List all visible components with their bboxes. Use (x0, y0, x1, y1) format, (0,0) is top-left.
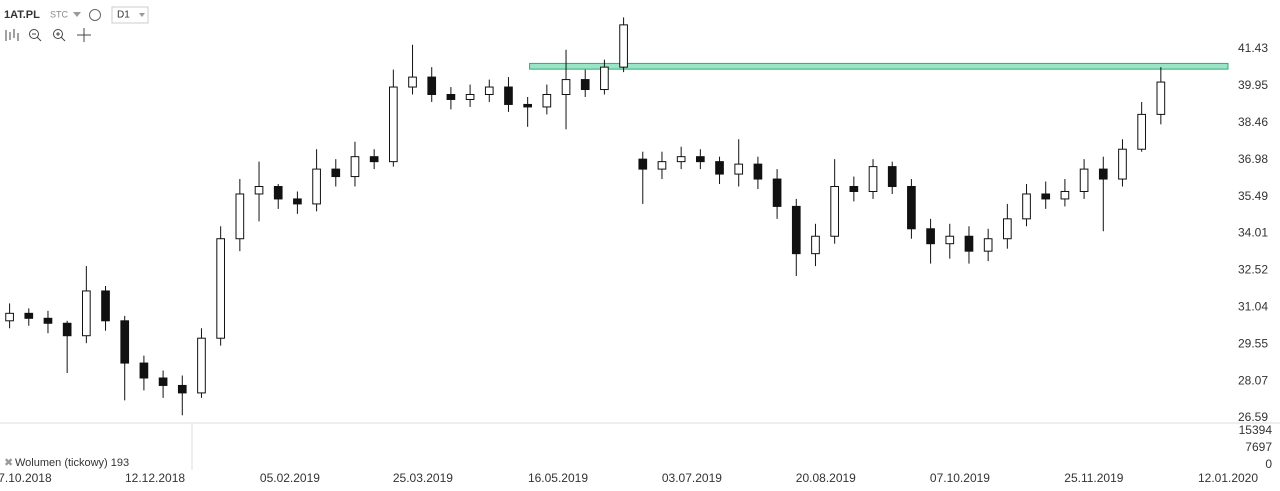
candle-body (1137, 113, 1146, 150)
resistance-zone (529, 62, 1229, 70)
candle-body (62, 322, 72, 337)
x-tick-label: 12.12.2018 (125, 471, 185, 485)
mode[interactable]: STC (50, 9, 69, 19)
interval[interactable]: D1 (117, 10, 130, 21)
candle-body (5, 312, 14, 322)
candle-body (926, 228, 935, 245)
candle-body (561, 79, 571, 95)
candle-body (638, 158, 648, 170)
candle-body (389, 86, 398, 163)
candle-body (600, 66, 609, 91)
candle-body (1156, 81, 1166, 115)
candle-body (158, 377, 168, 386)
candle-body (446, 93, 456, 100)
x-tick-label: 16.05.2019 (528, 471, 588, 485)
candle-body (1098, 168, 1108, 180)
candle-body (696, 156, 705, 163)
candle-body (1060, 190, 1070, 200)
dropdown[interactable] (139, 13, 145, 17)
volume-tick-label: 0 (1265, 457, 1272, 471)
candle-body (1003, 218, 1012, 240)
x-tick-label: 7.10.2018 (0, 471, 52, 485)
candle-body (715, 161, 724, 175)
y-tick-label: 31.04 (1238, 300, 1268, 314)
volume-tick-label: 7697 (1245, 440, 1272, 454)
candle-body (427, 76, 437, 95)
y-tick-label: 32.52 (1238, 263, 1268, 277)
candle-body (887, 166, 897, 188)
candle-body (907, 186, 916, 230)
candle-body (791, 205, 801, 255)
y-tick-label: 38.46 (1238, 115, 1268, 129)
candle-body (868, 166, 878, 192)
candle-body (1118, 148, 1127, 180)
candle-body (657, 161, 667, 170)
y-tick-label: 41.43 (1238, 41, 1268, 55)
x-tick-label: 03.07.2019 (662, 471, 722, 485)
info-icon[interactable] (89, 9, 101, 21)
y-tick-label: 28.07 (1238, 373, 1268, 387)
candle-body (82, 290, 91, 337)
y-tick-label: 39.95 (1238, 78, 1268, 92)
candle-body (964, 235, 974, 252)
candle-body (1041, 193, 1051, 200)
y-tick-label: 29.55 (1238, 337, 1268, 351)
candle-body (312, 168, 321, 205)
candle-body (542, 93, 552, 108)
candle-body (830, 186, 839, 237)
candle-body (753, 163, 763, 180)
candle-body (619, 24, 628, 68)
x-tick-label: 12.01.2020 (1198, 471, 1258, 485)
candle-body (811, 235, 820, 255)
dropdown[interactable] (73, 12, 81, 17)
candle-body (216, 238, 225, 339)
candle-body (408, 76, 417, 88)
candle-body (177, 384, 187, 394)
candle-body (273, 186, 283, 200)
candle-body (772, 178, 782, 207)
x-tick-label: 25.03.2019 (393, 471, 453, 485)
y-tick-label: 35.49 (1238, 189, 1268, 203)
interval-box[interactable] (111, 6, 149, 24)
candle-body (350, 156, 360, 178)
candle-body (1079, 168, 1089, 192)
candle-body (120, 320, 130, 364)
candle-body (504, 86, 513, 105)
candle-body (523, 103, 532, 108)
candle-body (676, 156, 686, 163)
candle-body (580, 79, 590, 91)
candle-body (1022, 193, 1031, 220)
candle-body (197, 337, 206, 394)
candle-body (101, 290, 110, 322)
candle-body (734, 163, 744, 175)
x-tick-label: 07.10.2019 (930, 471, 990, 485)
candle-body (983, 238, 993, 252)
candle-body (235, 193, 245, 240)
candle-body (849, 186, 859, 192)
x-tick-label: 05.02.2019 (260, 471, 320, 485)
candle-body (465, 93, 475, 100)
x-tick-label: 25.11.2019 (1064, 471, 1123, 485)
y-tick-label: 34.01 (1238, 226, 1268, 240)
candle-body (945, 235, 955, 245)
x-tick-label: 20.08.2019 (796, 471, 856, 485)
candle-body (331, 168, 341, 178)
candle-body (139, 362, 149, 379)
tool-icons[interactable] (5, 28, 91, 42)
candle-body (369, 156, 379, 163)
candle-body (43, 317, 53, 324)
candle-body (254, 186, 264, 195)
volume-tick-label: 15394 (1239, 423, 1273, 437)
volume-label: Wolumen (tickowy) 193 (15, 457, 129, 469)
symbol[interactable]: 1AT.PL (4, 9, 40, 21)
candle-body (484, 86, 494, 95)
y-tick-label: 36.98 (1238, 152, 1268, 166)
candle-body (293, 198, 302, 205)
candle-body (24, 312, 34, 319)
close-icon[interactable]: ✖ (4, 457, 13, 469)
y-tick-label: 26.59 (1238, 410, 1268, 424)
